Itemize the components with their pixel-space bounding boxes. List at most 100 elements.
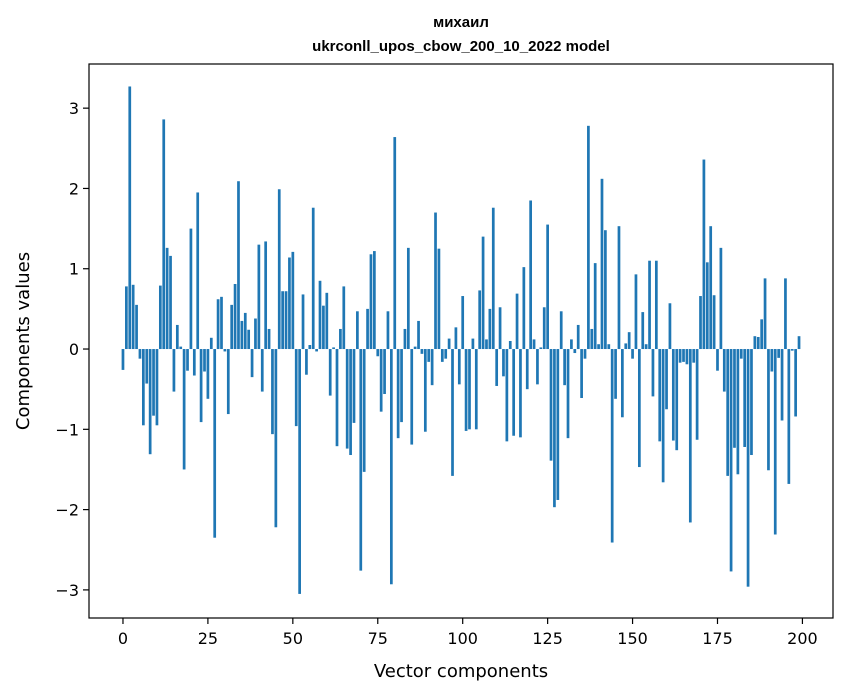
bar-component-95 — [444, 349, 448, 359]
bar-component-177 — [722, 349, 726, 392]
bar-component-15 — [172, 349, 176, 392]
bar-component-183 — [743, 349, 747, 447]
bar-component-61 — [328, 349, 332, 396]
bar-component-49 — [288, 257, 291, 350]
plot-frame — [88, 63, 834, 619]
bar-component-62 — [332, 347, 335, 350]
bar-component-192 — [773, 349, 777, 535]
bar-component-55 — [308, 345, 312, 350]
bar-component-18 — [182, 349, 186, 470]
bar-component-107 — [485, 339, 488, 350]
bar-component-114 — [508, 341, 512, 350]
bar-component-97 — [451, 349, 454, 476]
bar-component-164 — [678, 349, 682, 363]
bar-component-17 — [179, 346, 183, 350]
bar-component-76 — [379, 349, 383, 412]
bar-component-42 — [264, 241, 268, 350]
bar-component-180 — [733, 349, 736, 448]
bar-component-136 — [583, 349, 587, 359]
bar-component-81 — [396, 349, 400, 439]
bar-component-51 — [294, 349, 298, 427]
bar-component-125 — [546, 224, 549, 350]
bar-component-134 — [576, 324, 580, 350]
bar-component-85 — [410, 349, 414, 445]
bar-component-127 — [553, 349, 556, 508]
bar-component-172 — [705, 262, 709, 350]
bar-component-65 — [342, 286, 346, 350]
bar-component-94 — [440, 349, 444, 362]
bar-component-90 — [427, 349, 431, 362]
bar-component-189 — [763, 278, 767, 350]
bar-component-166 — [685, 349, 689, 365]
bar-component-146 — [617, 226, 621, 350]
bar-component-74 — [373, 251, 376, 350]
y-axis-label: Components values — [13, 252, 34, 430]
bar-component-54 — [305, 349, 308, 375]
bar-component-149 — [627, 332, 631, 350]
bar-component-119 — [525, 349, 529, 390]
bar-component-187 — [756, 336, 760, 350]
bar-component-154 — [644, 344, 648, 350]
bar-component-16 — [175, 324, 179, 350]
bar-component-139 — [593, 263, 597, 350]
bar-component-60 — [325, 292, 329, 350]
bar-component-5 — [138, 349, 142, 359]
bar-component-12 — [162, 119, 166, 350]
bar-component-147 — [621, 349, 624, 418]
bar-component-13 — [165, 247, 169, 350]
bar-component-38 — [250, 349, 254, 378]
bar-component-102 — [468, 349, 471, 430]
x-tick-label: 50 — [283, 629, 303, 648]
bar-component-176 — [719, 247, 723, 350]
bar-component-4 — [135, 304, 138, 350]
bar-component-71 — [362, 349, 366, 472]
bar-component-135 — [580, 349, 583, 399]
bar-component-48 — [284, 291, 288, 350]
bar-component-181 — [736, 349, 740, 475]
bar-component-116 — [515, 293, 519, 350]
bar-component-105 — [478, 290, 482, 350]
bar-component-26 — [209, 337, 213, 350]
bar-component-190 — [767, 349, 770, 471]
bar-component-151 — [634, 274, 638, 350]
y-tick-label: 3 — [69, 99, 79, 118]
bar-component-32 — [230, 304, 234, 350]
bar-component-106 — [481, 236, 485, 350]
bar-component-198 — [794, 349, 797, 417]
bar-component-67 — [349, 349, 352, 456]
bar-component-96 — [447, 338, 451, 350]
bar-component-33 — [233, 283, 237, 350]
bar-component-178 — [726, 349, 730, 476]
bar-component-195 — [784, 278, 787, 350]
bar-component-69 — [356, 311, 359, 350]
bar-component-126 — [549, 349, 553, 461]
bar-component-72 — [366, 308, 369, 350]
bar-component-11 — [158, 285, 162, 350]
bar-component-174 — [712, 295, 716, 350]
bar-component-35 — [240, 320, 244, 350]
bar-component-91 — [430, 349, 434, 386]
chart-subtitle: ukrconll_upos_cbow_200_10_2022 model — [312, 38, 610, 55]
bar-component-140 — [597, 344, 600, 350]
bar-component-29 — [220, 296, 223, 350]
bar-component-40 — [257, 244, 261, 350]
bar-component-112 — [502, 349, 505, 377]
bar-component-84 — [406, 247, 410, 350]
bar-component-165 — [682, 349, 685, 362]
bar-component-152 — [637, 349, 641, 468]
bar-component-170 — [699, 296, 702, 350]
bar-component-88 — [420, 349, 424, 354]
bar-component-87 — [417, 320, 420, 350]
bar-component-184 — [746, 349, 750, 587]
bar-component-185 — [750, 349, 753, 456]
x-tick-label: 150 — [617, 629, 648, 648]
x-axis-ticks: 0 25 50 75 100 125 150 175 200 — [118, 618, 818, 648]
y-tick-label: −3 — [55, 581, 79, 600]
bar-component-133 — [573, 349, 577, 354]
bar-component-160 — [665, 349, 668, 410]
x-tick-label: 200 — [787, 629, 818, 648]
bar-component-141 — [600, 178, 604, 350]
bar-component-30 — [223, 349, 227, 352]
bar-component-20 — [189, 228, 193, 350]
bar-component-82 — [400, 349, 403, 423]
